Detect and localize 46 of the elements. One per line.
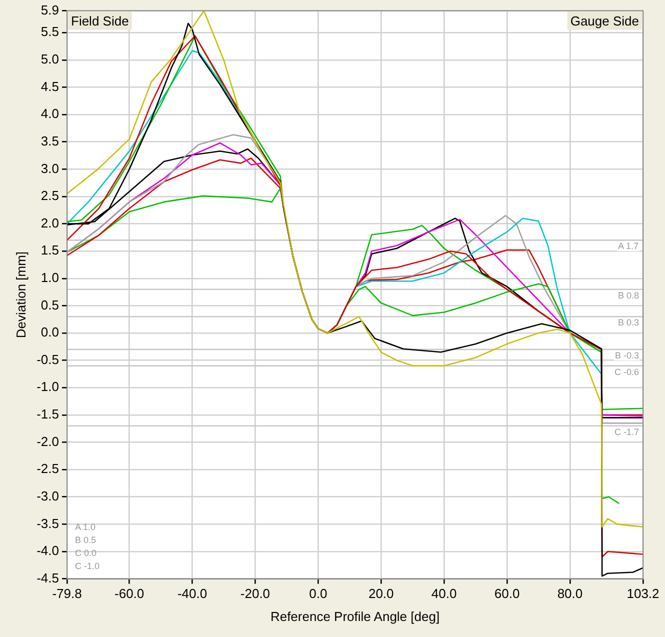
annotation: B 0.5 [75,534,96,545]
y-tick-label: -2.5 [36,461,59,476]
ref-line-label: B -0.3 [614,350,640,360]
y-tick-label: -1.5 [36,406,59,422]
annotation: A 1.0 [75,522,96,532]
annotation: C -1.0 [75,560,100,571]
y-tick-label: 4.0 [40,106,59,122]
y-tick-label: 2.5 [40,188,59,204]
x-tick-label: -20.0 [240,586,270,602]
y-tick-label: 2.0 [40,215,59,230]
x-tick-label: -79.8 [52,586,82,602]
y-tick-label: -3.5 [36,516,59,531]
y-tick-label: 4.5 [40,78,59,94]
y-tick-label: -2.0 [36,434,59,449]
ref-line-label: B 0.8 [618,290,639,300]
ref-line-label: A 1.7 [618,241,639,252]
x-tick-label: -60.0 [114,586,144,602]
x-tick-label: -40.0 [177,586,208,602]
y-tick-label: -4.0 [36,543,59,558]
y-axis-title: Deviation [mm] [13,251,28,338]
ref-line-label: C -0.6 [614,366,640,377]
y-tick-label: 1.5 [40,242,59,258]
y-tick-label: 3.5 [40,133,59,148]
y-tick-label: 0.0 [40,324,59,340]
x-tick-label: 40.0 [431,586,457,602]
x-tick-label: 0.0 [309,586,328,602]
y-tick-label: -4.5 [36,570,59,586]
y-tick-label: -3.0 [36,488,59,504]
ref-line-label: B 0.3 [618,318,639,328]
y-tick-label: 0.5 [40,297,59,312]
annotation: Gauge Side [570,13,640,28]
annotation: C 0.0 [75,548,97,558]
y-tick-label: 1.0 [40,270,59,285]
y-tick-label: -0.5 [36,352,59,367]
ref-line-label: C -1.7 [614,426,640,437]
x-tick-label: 80.0 [557,586,583,602]
y-tick-label: -1.0 [36,379,59,394]
x-tick-label: 60.0 [494,586,520,602]
annotation: Field Side [71,13,129,28]
y-tick-label: 5.0 [40,52,59,67]
y-tick-label: 5.5 [40,24,59,40]
x-axis-title: Reference Profile Angle [deg] [270,608,440,624]
x-tick-label: 103.2 [626,586,660,602]
x-tick-label: 20.0 [368,586,394,602]
y-tick-label: 5.9 [40,2,59,18]
y-tick-label: 3.0 [40,160,59,176]
